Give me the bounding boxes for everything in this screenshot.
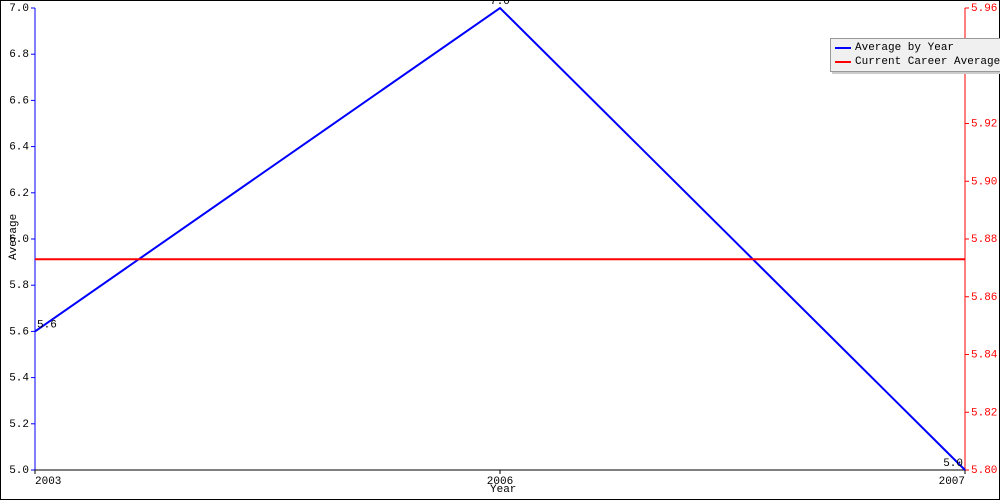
svg-text:5.2: 5.2: [9, 419, 29, 431]
svg-text:6.6: 6.6: [9, 95, 29, 107]
legend-swatch: [835, 47, 851, 49]
chart-svg: 5.05.25.45.65.86.06.26.46.66.87.05.805.8…: [0, 0, 1000, 500]
svg-text:7.0: 7.0: [9, 3, 29, 15]
svg-text:5.84: 5.84: [971, 350, 998, 362]
svg-text:2007: 2007: [939, 476, 965, 488]
svg-text:5.6: 5.6: [9, 326, 29, 338]
svg-text:5.8: 5.8: [9, 280, 29, 292]
chart-container: 5.05.25.45.65.86.06.26.46.66.87.05.805.8…: [0, 0, 1000, 500]
svg-text:5.0: 5.0: [9, 465, 29, 477]
svg-text:6.2: 6.2: [9, 188, 29, 200]
legend-swatch: [835, 61, 851, 63]
legend: Average by Year Current Career Average: [830, 38, 1000, 72]
y-axis-label: Average: [8, 214, 20, 260]
svg-text:5.86: 5.86: [971, 292, 997, 304]
svg-text:5.82: 5.82: [971, 407, 997, 419]
svg-text:5.92: 5.92: [971, 119, 997, 131]
svg-text:5.88: 5.88: [971, 234, 997, 246]
svg-text:2003: 2003: [35, 476, 61, 488]
svg-text:5.0: 5.0: [943, 458, 963, 470]
svg-text:5.90: 5.90: [971, 176, 997, 188]
svg-text:6.8: 6.8: [9, 49, 29, 61]
legend-item: Average by Year: [835, 41, 1000, 55]
svg-text:5.6: 5.6: [37, 319, 57, 331]
legend-label: Average by Year: [855, 42, 954, 54]
svg-text:6.4: 6.4: [9, 142, 29, 154]
x-axis-label: Year: [490, 484, 516, 496]
svg-text:5.4: 5.4: [9, 373, 29, 385]
svg-text:7.0: 7.0: [490, 0, 510, 8]
legend-item: Current Career Average: [835, 55, 1000, 69]
svg-text:5.80: 5.80: [971, 465, 997, 477]
svg-text:5.96: 5.96: [971, 3, 997, 15]
legend-label: Current Career Average: [855, 56, 1000, 68]
